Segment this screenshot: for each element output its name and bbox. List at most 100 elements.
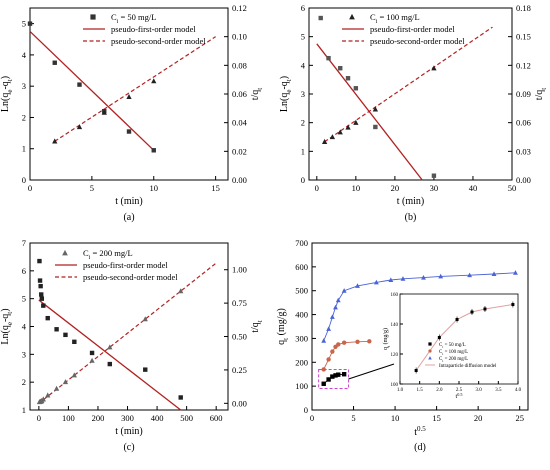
second-order-point — [76, 124, 83, 130]
first-order-point — [52, 60, 57, 65]
second-order-point — [337, 129, 343, 135]
inset-pointer-arrow — [348, 363, 395, 380]
y-tick-label: 200 — [295, 357, 308, 367]
second-order-point — [178, 288, 184, 294]
series-point — [421, 274, 426, 280]
first-order-point — [143, 367, 148, 372]
second-order-point — [71, 372, 77, 378]
inset-legend-marker — [428, 349, 432, 353]
inset-fit-line — [415, 304, 513, 371]
first-order-point — [107, 361, 112, 367]
y-axis-right-label: t/qt — [250, 88, 264, 101]
y-tick-right-label: 0.12 — [516, 60, 531, 70]
x-tick-label: 15 — [211, 183, 220, 193]
second-order-fit-line — [54, 36, 216, 142]
first-order-point — [39, 296, 45, 301]
y-axis-left-label-part: ) — [0, 308, 11, 311]
legend-series-marker — [62, 249, 68, 256]
legend-series-label-part: = 200 mg/L — [90, 248, 132, 258]
y-tick-label: 100 — [295, 381, 308, 391]
second-order-point — [126, 93, 132, 100]
y-axis-left-label-part: Ln(q — [0, 325, 11, 344]
legend-first-label: pseudo-first-order model — [111, 24, 196, 34]
legend-first-label: pseudo-first-order model — [370, 24, 455, 34]
x-tick-label: 300 — [121, 413, 134, 423]
x-tick-label: 5 — [90, 183, 94, 193]
x-tick-label: 5 — [351, 413, 355, 423]
x-tick-label: 30 — [430, 183, 439, 193]
inset-x-tick-label: 4.0 — [515, 388, 522, 393]
y-tick-left-label: 4 — [22, 322, 27, 332]
inset-legend-label-part: = 200 mg/L — [443, 357, 468, 362]
y-tick-left-label: 3 — [22, 81, 26, 91]
y-tick-left-label: 5 — [22, 294, 26, 304]
series-point — [330, 349, 335, 354]
inset-legend-label-part: i — [442, 359, 443, 363]
second-order-fit-line — [324, 26, 493, 143]
panel-c-chart: 0 100 200 300 400 500 600 1 2 3 4 5 6 7 0.00 0.25 0.50 0.… — [0, 238, 264, 453]
legend-second-label: pseudo-second-order model — [111, 36, 206, 46]
y-tick-right-label: 0.00 — [232, 175, 247, 185]
x-tick-label: 40 — [469, 183, 478, 193]
y-tick-left-label: 2 — [22, 112, 26, 122]
y-tick-right-label: 0.09 — [516, 89, 531, 99]
first-order-point — [63, 332, 68, 338]
legend-series-label-part: C — [111, 12, 117, 22]
inset-legend-label-part: C — [439, 343, 443, 348]
y-axis-left-label-part: e — [285, 90, 293, 93]
inset-point — [455, 318, 459, 321]
panel-b-chart: 0 10 20 30 40 50 0 1 2 3 4 5 6 0.00 0.03 0.06 0.09 0.12 0.… — [279, 3, 548, 223]
second-order-point — [45, 392, 51, 398]
panel-label: (b) — [405, 212, 417, 223]
series-point — [326, 357, 331, 362]
second-order-point — [89, 357, 95, 363]
legend-series-label-part: i — [376, 19, 378, 25]
legend-second-label: pseudo-second-order model — [370, 36, 465, 46]
second-order-point — [52, 138, 58, 144]
legend-series-label: Ci = 200 mg/L — [83, 248, 133, 261]
x-tick-label: 15 — [432, 413, 441, 423]
x-tick-label: 10 — [150, 183, 159, 193]
series-point — [326, 326, 332, 331]
first-order-point — [45, 315, 50, 321]
x-axis-label-part: 0.5 — [417, 425, 426, 433]
inset-x-tick-label: 1.5 — [417, 388, 424, 393]
y-axis-right-label-part: t/q — [250, 90, 261, 101]
inset-y-axis-label-part: t — [386, 345, 391, 347]
y-tick-left-label: 5 — [301, 32, 305, 42]
y-tick-left-label: 4 — [22, 50, 27, 60]
y-axis-left-label-part: t — [285, 79, 293, 81]
first-order-point — [345, 76, 351, 81]
legend-series-label-part: = 100 mg/L — [377, 12, 419, 22]
series-point — [321, 381, 326, 386]
x-tick-label: 0 — [28, 183, 32, 193]
first-order-point — [39, 292, 44, 297]
x-tick-label: 20 — [391, 183, 400, 193]
inset-legend-label-part: = 100 mg/L — [443, 350, 468, 355]
second-order-point — [40, 396, 46, 402]
legend-series-label-part: C — [83, 248, 89, 258]
y-tick-left-label: 1 — [22, 405, 26, 415]
y-tick-right-label: 0.00 — [232, 398, 247, 408]
y-tick-label: 500 — [295, 286, 308, 296]
y-tick-left-label: 3 — [22, 349, 26, 359]
legend-series-label: Ci = 50 mg/L — [111, 12, 156, 25]
inset-legend-marker — [428, 356, 432, 360]
inset-y-tick-label: 100 — [391, 383, 399, 388]
inset-legend-label-part: C — [439, 357, 443, 362]
y-tick-right-label: 0.50 — [232, 332, 247, 342]
y-tick-right-label: 0.75 — [232, 298, 247, 308]
series-point — [341, 340, 347, 345]
second-order-point — [142, 316, 148, 322]
inset-legend-label: Ci = 100 mg/L — [439, 350, 468, 356]
panel-label: (c) — [123, 442, 134, 453]
legend-series-label-part: = 50 mg/L — [118, 12, 156, 22]
y-tick-left-label: 3 — [301, 89, 305, 99]
inset-y-tick-label: 140 — [391, 323, 399, 328]
inset-x-tick-label: 1.0 — [397, 388, 404, 393]
inset-legend-label: Intraparticle diffusion model — [439, 364, 497, 369]
y-axis-left-label-part: Ln(q — [0, 93, 11, 112]
y-axis-label-part: q — [276, 340, 287, 345]
first-order-point — [27, 21, 33, 26]
first-order-point — [353, 86, 359, 91]
